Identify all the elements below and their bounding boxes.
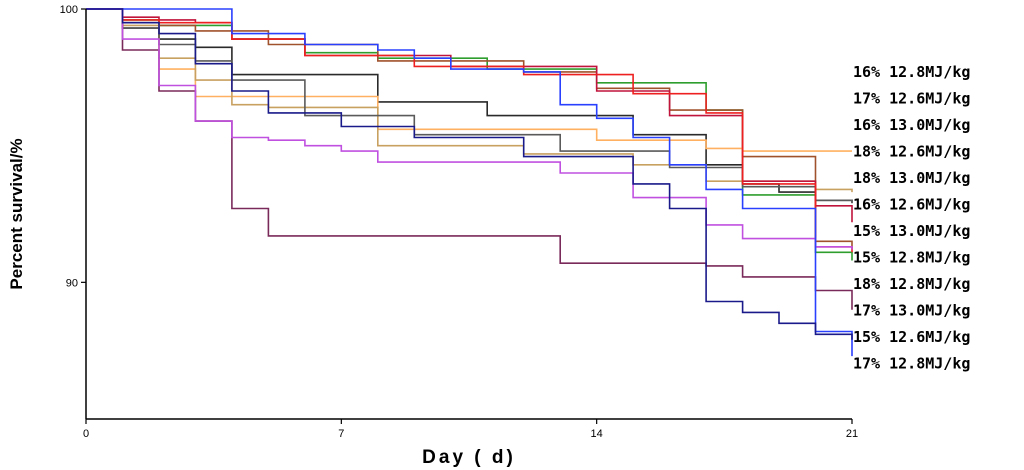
legend-entry: 18% 12.8MJ/kg (853, 275, 970, 293)
x-tick-label: 21 (846, 428, 858, 440)
y-axis-title: Percent survival/% (7, 138, 26, 289)
legend-entry: 17% 12.8MJ/kg (853, 355, 970, 373)
series-line-3 (86, 8, 853, 204)
legend-entry: 17% 12.6MJ/kg (853, 90, 970, 108)
legend-entry: 17% 13.0MJ/kg (853, 302, 970, 320)
series-line-9 (86, 8, 853, 310)
legend-entry: 15% 12.6MJ/kg (853, 328, 970, 346)
y-tick-label: 100 (60, 4, 78, 16)
legend-entry: 16% 12.6MJ/kg (853, 196, 970, 214)
legend-entry: 16% 12.8MJ/kg (853, 63, 970, 81)
series-line-7 (86, 8, 853, 223)
legend: 16% 12.8MJ/kg 17% 12.6MJ/kg 16% 13.0MJ/kg 1… (853, 63, 970, 373)
x-tick-label: 0 (83, 428, 89, 440)
x-axis-title: Day ( d) (422, 447, 516, 468)
series-layer (86, 8, 853, 357)
series-line-12 (86, 8, 853, 340)
legend-entry: 16% 13.0MJ/kg (853, 116, 970, 134)
series-line-6 (86, 8, 853, 204)
y-tick-label: 90 (66, 277, 78, 289)
x-tick-label: 7 (338, 428, 344, 440)
x-tick-label: 14 (591, 428, 603, 440)
series-line-11 (86, 8, 853, 357)
tick-layer: 0 7 14 21 90 100 (60, 4, 858, 440)
legend-entry: 15% 13.0MJ/kg (853, 222, 970, 240)
series-line-8 (86, 8, 853, 253)
series-line-10 (86, 8, 853, 250)
legend-entry: 18% 12.6MJ/kg (853, 143, 970, 161)
legend-entry: 15% 12.8MJ/kg (853, 249, 970, 267)
legend-entry: 18% 13.0MJ/kg (853, 169, 970, 187)
